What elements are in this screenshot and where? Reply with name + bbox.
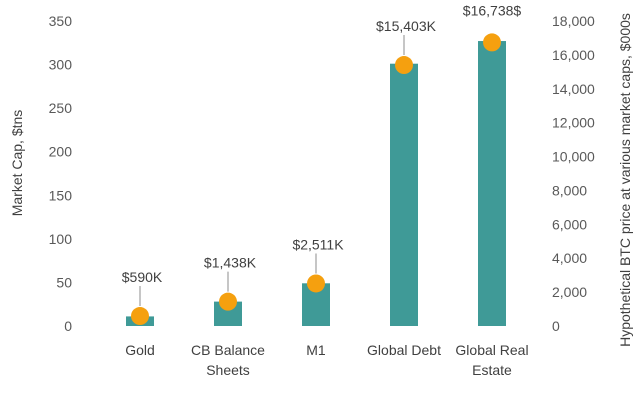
y-tick-label-right: 4,000 <box>552 250 587 266</box>
marker-point <box>307 274 325 293</box>
marker-point <box>131 307 149 326</box>
category-label-line: Gold <box>125 342 155 358</box>
category-label: Gold <box>125 342 155 358</box>
data-label: $590K <box>122 269 163 285</box>
category-label-line: Global Real <box>455 342 528 358</box>
y-tick-label-left: 100 <box>49 231 73 247</box>
right-axis-ticks: 0 2,000 4,000 6,000 8,000 10,000 12,000 14,000 1… <box>552 13 595 334</box>
y-tick-label-right: 8,000 <box>552 182 587 198</box>
category-label: Global Debt <box>367 342 441 358</box>
y-axis-title-right: Hypothetical BTC price at various market… <box>617 13 633 347</box>
category-label-line: Sheets <box>206 362 250 378</box>
data-label: $1,438K <box>204 255 257 271</box>
category-label-line: Estate <box>472 362 512 378</box>
data-label-leaders <box>139 35 405 307</box>
bar-series <box>126 41 506 327</box>
y-tick-label-left: 150 <box>49 187 73 203</box>
category-label-line: M1 <box>306 342 326 358</box>
y-tick-label-left: 200 <box>49 144 73 160</box>
category-label-line: Global Debt <box>367 342 441 358</box>
left-axis-ticks: 0 50 100 150 200 250 300 350 <box>49 13 73 334</box>
y-tick-label-left: 50 <box>56 274 72 290</box>
data-label: $15,403K <box>376 18 437 34</box>
bar <box>390 63 418 326</box>
marker-point <box>219 292 237 311</box>
marker-series <box>131 33 501 326</box>
data-label: $16,738$ <box>463 2 522 18</box>
y-tick-label-right: 10,000 <box>552 149 595 165</box>
y-tick-label-right: 12,000 <box>552 115 595 131</box>
y-tick-label-right: 18,000 <box>552 13 595 29</box>
y-tick-label-left: 300 <box>49 57 73 73</box>
y-tick-label-left: 250 <box>49 100 73 116</box>
y-tick-label-right: 0 <box>552 318 560 334</box>
category-label: CB Balance Sheets <box>191 342 265 378</box>
data-label: $2,511K <box>292 236 344 252</box>
category-label: M1 <box>306 342 326 358</box>
y-tick-label-right: 2,000 <box>552 284 587 300</box>
y-axis-title-left: Market Cap, $tns <box>9 110 25 217</box>
data-labels: $590K $1,438K $2,511K $15,403K $16,738$ <box>122 2 522 285</box>
marker-point <box>483 33 501 52</box>
category-label: Global Real Estate <box>455 342 528 378</box>
category-labels: Gold CB Balance Sheets M1 Global Debt Global … <box>125 342 528 378</box>
y-tick-label-right: 14,000 <box>552 81 595 97</box>
marker-point <box>395 56 413 75</box>
category-label-line: CB Balance <box>191 342 265 358</box>
y-tick-label-left: 350 <box>49 13 73 29</box>
bar <box>478 41 506 327</box>
y-tick-label-right: 6,000 <box>552 216 587 232</box>
y-tick-label-left: 0 <box>64 318 72 334</box>
y-tick-label-right: 16,000 <box>552 47 595 63</box>
